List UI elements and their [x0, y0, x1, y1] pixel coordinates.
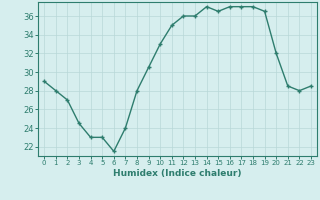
- X-axis label: Humidex (Indice chaleur): Humidex (Indice chaleur): [113, 169, 242, 178]
